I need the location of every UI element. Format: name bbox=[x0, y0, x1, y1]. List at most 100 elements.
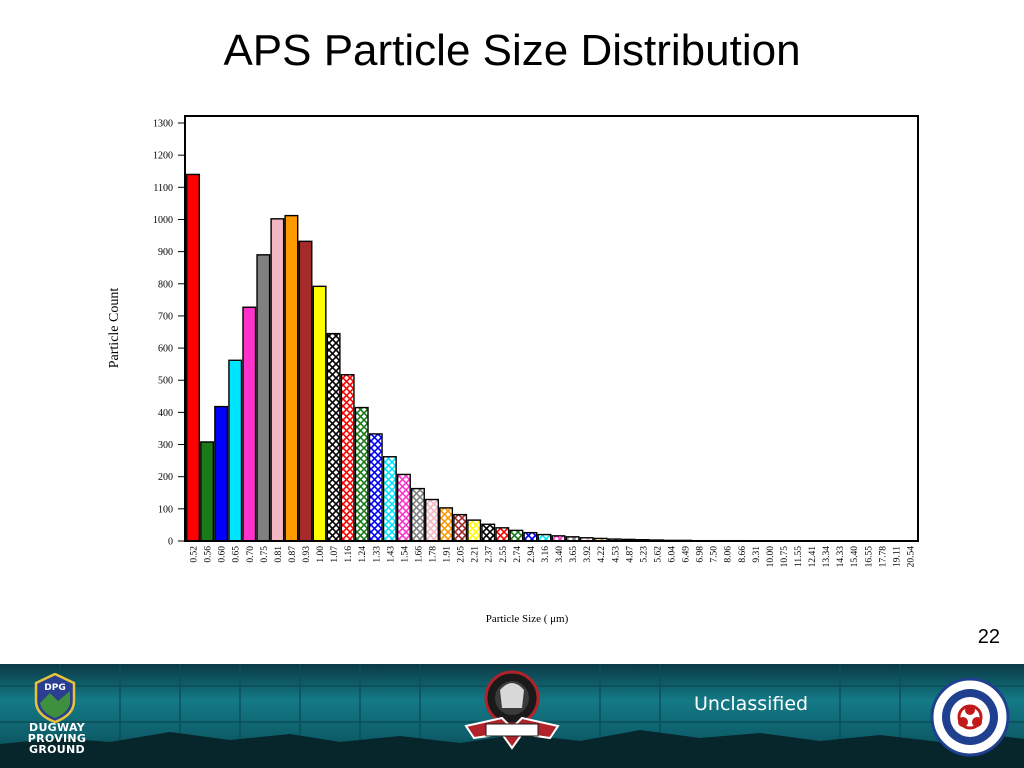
dpg-caption: DUGWAY PROVING GROUND bbox=[27, 721, 87, 756]
x-tick-label: 8.06 bbox=[724, 546, 734, 563]
x-tick-label: 4.22 bbox=[597, 546, 607, 563]
x-tick-label: 4.87 bbox=[625, 546, 635, 563]
y-tick-label: 200 bbox=[158, 472, 173, 483]
x-tick-label: 8.66 bbox=[738, 546, 748, 563]
x-tick-label: 7.50 bbox=[710, 546, 720, 563]
x-tick-label: 15.40 bbox=[850, 546, 860, 568]
svg-text:DPG: DPG bbox=[44, 683, 65, 693]
x-tick-label: 12.41 bbox=[808, 546, 818, 568]
bar-1.07 bbox=[326, 332, 341, 542]
x-tick-label: 1.78 bbox=[429, 546, 439, 563]
x-tick-label: 0.65 bbox=[232, 546, 242, 563]
x-tick-label: 0.75 bbox=[260, 546, 270, 563]
y-tick-label: 1100 bbox=[153, 183, 173, 194]
x-tick-label: 11.55 bbox=[794, 546, 804, 567]
bar-0.81 bbox=[270, 218, 285, 542]
x-tick-label: 6.04 bbox=[667, 546, 677, 563]
x-tick-label: 9.31 bbox=[752, 546, 762, 563]
dpg-shield-logo: DPG bbox=[34, 673, 76, 723]
x-tick-label: 5.62 bbox=[653, 546, 663, 563]
bar-1.91 bbox=[439, 507, 454, 542]
bar-1.24 bbox=[354, 406, 369, 542]
y-tick-label: 1200 bbox=[153, 151, 173, 162]
bar-0.87 bbox=[284, 214, 299, 542]
classification-label: Unclassified bbox=[694, 693, 809, 715]
bar-2.55 bbox=[495, 527, 510, 542]
test-center-seal-logo bbox=[930, 677, 1010, 757]
x-tick-label: 1.00 bbox=[316, 546, 326, 563]
bars-layer bbox=[186, 173, 749, 542]
bar-0.75 bbox=[256, 254, 271, 542]
bar-2.94 bbox=[523, 531, 538, 542]
bar-2.05 bbox=[453, 513, 468, 542]
bar-1.16 bbox=[340, 374, 355, 542]
x-tick-label: 17.78 bbox=[878, 546, 888, 568]
x-tick-label: 16.55 bbox=[864, 546, 874, 568]
bar-2.21 bbox=[467, 519, 482, 542]
x-tick-label: 0.60 bbox=[218, 546, 228, 563]
page-number: 22 bbox=[977, 626, 1000, 648]
x-tick-label: 13.34 bbox=[822, 546, 832, 568]
bar-0.56 bbox=[200, 441, 215, 542]
x-tick-label: 0.87 bbox=[288, 546, 298, 563]
x-tick-label: 5.23 bbox=[639, 546, 649, 563]
x-axis-title: Particle Size ( μm) bbox=[486, 613, 569, 625]
y-tick-label: 300 bbox=[158, 440, 173, 451]
x-tick-label: 2.05 bbox=[457, 546, 467, 563]
bar-0.70 bbox=[242, 306, 257, 542]
axis-layer: 0 100 200 300 400 500 600 700 800 900 1000 1100 1200… bbox=[153, 119, 916, 568]
x-tick-label: 1.16 bbox=[344, 546, 354, 563]
x-tick-label: 2.37 bbox=[485, 546, 495, 563]
bar-1.33 bbox=[368, 433, 383, 542]
y-tick-label: 400 bbox=[158, 408, 173, 419]
y-tick-label: 500 bbox=[158, 376, 173, 387]
y-tick-label: 100 bbox=[158, 504, 173, 515]
x-tick-label: 1.33 bbox=[372, 546, 382, 563]
y-tick-label: 900 bbox=[158, 247, 173, 258]
x-tick-label: 0.81 bbox=[274, 546, 284, 563]
bar-0.93 bbox=[298, 240, 313, 542]
y-tick-label: 800 bbox=[158, 279, 173, 290]
x-tick-label: 20.54 bbox=[906, 546, 916, 568]
x-tick-label: 0.93 bbox=[302, 546, 312, 563]
x-tick-label: 1.54 bbox=[400, 546, 410, 563]
x-tick-label: 19.11 bbox=[892, 546, 902, 567]
y-tick-label: 0 bbox=[168, 537, 173, 548]
particle-size-chart: 0 100 200 300 400 500 600 700 800 900 1000 1100 1200… bbox=[107, 115, 919, 625]
y-axis-title: Particle Count bbox=[107, 288, 122, 369]
x-tick-label: 4.53 bbox=[611, 546, 621, 563]
x-tick-label: 10.75 bbox=[780, 546, 790, 568]
bar-1.43 bbox=[382, 456, 397, 542]
x-tick-label: 3.65 bbox=[569, 546, 579, 563]
x-tick-label: 3.16 bbox=[541, 546, 551, 563]
x-tick-label: 1.66 bbox=[414, 546, 424, 563]
x-tick-label: 6.49 bbox=[682, 546, 692, 563]
x-tick-label: 14.33 bbox=[836, 546, 846, 568]
x-tick-label: 2.55 bbox=[499, 546, 509, 563]
bar-1.66 bbox=[410, 487, 425, 542]
bar-0.65 bbox=[228, 359, 243, 542]
x-tick-label: 0.56 bbox=[204, 546, 214, 563]
x-tick-label: 3.92 bbox=[583, 546, 593, 563]
x-tick-label: 6.98 bbox=[696, 546, 706, 563]
slide-title: APS Particle Size Distribution bbox=[223, 26, 801, 75]
x-tick-label: 1.91 bbox=[443, 546, 453, 563]
x-tick-label: 0.70 bbox=[246, 546, 256, 563]
bar-0.60 bbox=[214, 405, 229, 542]
x-tick-label: 2.94 bbox=[527, 546, 537, 563]
x-tick-label: 2.74 bbox=[513, 546, 523, 563]
bar-0.52 bbox=[186, 173, 201, 542]
y-tick-label: 600 bbox=[158, 344, 173, 355]
bar-2.37 bbox=[481, 523, 496, 542]
x-tick-label: 1.43 bbox=[386, 546, 396, 563]
y-tick-label: 700 bbox=[158, 311, 173, 322]
x-tick-label: 0.52 bbox=[190, 546, 200, 563]
challenge-emblem-logo bbox=[464, 670, 560, 750]
x-tick-label: 3.40 bbox=[555, 546, 565, 563]
bar-1.78 bbox=[425, 498, 439, 542]
y-tick-label: 1300 bbox=[153, 119, 173, 130]
x-tick-label: 2.21 bbox=[471, 546, 481, 563]
x-tick-label: 1.07 bbox=[330, 546, 340, 563]
x-tick-label: 1.24 bbox=[358, 546, 368, 563]
bar-2.74 bbox=[509, 529, 524, 542]
